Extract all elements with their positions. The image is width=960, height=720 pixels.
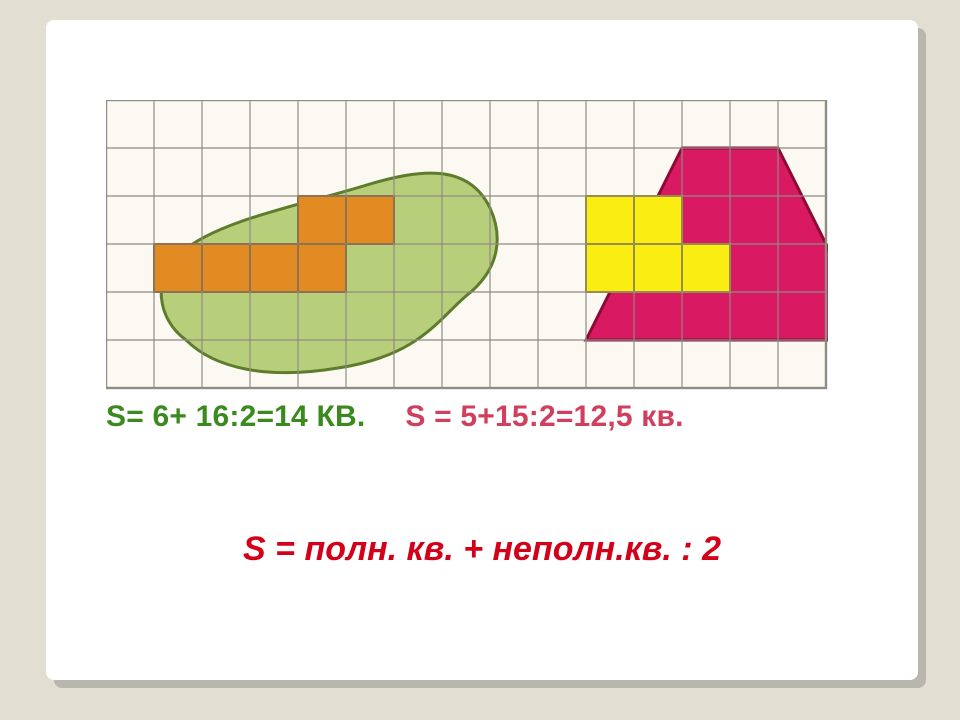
- stage: S= 6+ 16:2=14 КВ. S = 5+15:2=12,5 кв. S …: [0, 0, 960, 720]
- grid-diagram: [106, 100, 828, 390]
- orange-cell: [298, 196, 346, 244]
- orange-cell: [298, 244, 346, 292]
- card: S= 6+ 16:2=14 КВ. S = 5+15:2=12,5 кв. S …: [46, 20, 918, 680]
- orange-cell: [346, 196, 394, 244]
- formula-right: S = 5+15:2=12,5 кв.: [405, 400, 683, 434]
- yellow-cell: [682, 244, 730, 292]
- formula-main: S = полн. кв. + неполн.кв. : 2: [46, 530, 918, 569]
- formula-row: S= 6+ 16:2=14 КВ. S = 5+15:2=12,5 кв.: [106, 400, 866, 434]
- yellow-cell: [634, 196, 682, 244]
- yellow-cell: [586, 244, 634, 292]
- yellow-cell: [586, 196, 634, 244]
- orange-cell: [202, 244, 250, 292]
- orange-cell: [250, 244, 298, 292]
- yellow-cell: [634, 244, 682, 292]
- orange-cell: [154, 244, 202, 292]
- formula-left: S= 6+ 16:2=14 КВ.: [106, 400, 365, 434]
